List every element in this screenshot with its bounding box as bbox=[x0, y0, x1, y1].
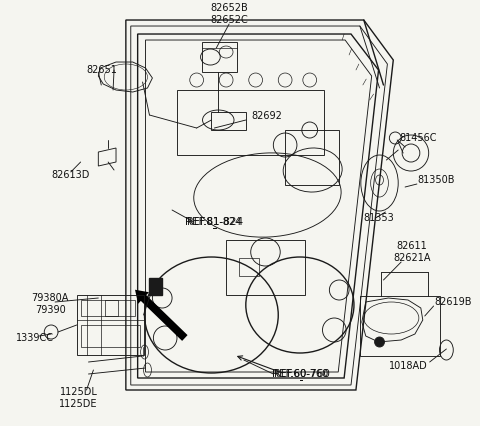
Text: REF.81-824: REF.81-824 bbox=[185, 217, 243, 227]
Bar bbox=[202, 42, 237, 72]
Bar bbox=[239, 258, 259, 276]
Text: 82652B
82652C: 82652B 82652C bbox=[210, 3, 248, 25]
Text: 81456C: 81456C bbox=[399, 133, 437, 143]
Bar bbox=[77, 295, 144, 355]
Bar bbox=[211, 112, 246, 130]
Text: 81350B: 81350B bbox=[418, 175, 456, 185]
Text: 82613D: 82613D bbox=[51, 170, 89, 180]
Text: 79380A
79390: 79380A 79390 bbox=[32, 293, 69, 315]
Polygon shape bbox=[149, 278, 162, 295]
Text: 1339CC: 1339CC bbox=[16, 333, 54, 343]
Bar bbox=[226, 240, 305, 295]
Bar bbox=[81, 325, 140, 347]
Text: 1018AD: 1018AD bbox=[389, 361, 427, 371]
FancyArrow shape bbox=[135, 290, 188, 341]
Text: REF.60-760: REF.60-760 bbox=[274, 369, 328, 379]
Text: REF.60-760: REF.60-760 bbox=[272, 369, 330, 379]
Ellipse shape bbox=[374, 337, 384, 347]
Bar bbox=[285, 130, 339, 185]
Text: 82619B: 82619B bbox=[434, 297, 472, 307]
Bar bbox=[360, 296, 441, 356]
Bar bbox=[81, 300, 118, 316]
Text: 1125DL
1125DE: 1125DL 1125DE bbox=[60, 387, 98, 409]
Text: 82651: 82651 bbox=[86, 65, 118, 75]
Text: 82611
82621A: 82611 82621A bbox=[393, 241, 431, 263]
Text: 82692: 82692 bbox=[252, 111, 283, 121]
Text: REF.81-824: REF.81-824 bbox=[187, 217, 241, 227]
Text: 81353: 81353 bbox=[364, 213, 395, 223]
Bar bbox=[105, 300, 135, 316]
Bar bbox=[177, 90, 324, 155]
